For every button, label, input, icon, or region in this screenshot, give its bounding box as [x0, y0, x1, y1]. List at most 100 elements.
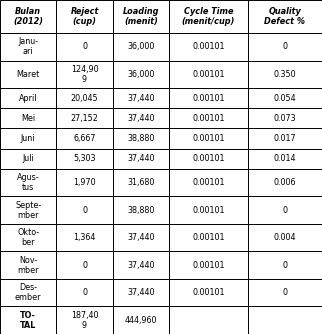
- Text: TO-
TAL: TO- TAL: [20, 311, 36, 330]
- Text: April: April: [19, 94, 37, 103]
- Text: 1,364: 1,364: [73, 233, 96, 242]
- Text: Loading
(menit): Loading (menit): [123, 7, 159, 26]
- Bar: [0, 60, 56, 88]
- Bar: [113, 0, 169, 33]
- Text: 0: 0: [282, 261, 288, 270]
- Bar: [248, 196, 322, 224]
- Bar: [169, 252, 248, 279]
- Text: 0.00101: 0.00101: [192, 134, 225, 143]
- Bar: [56, 196, 113, 224]
- Bar: [56, 252, 113, 279]
- Bar: [0, 169, 56, 196]
- Text: Juni: Juni: [21, 134, 35, 143]
- Text: 444,960: 444,960: [125, 316, 157, 325]
- Bar: [56, 0, 113, 33]
- Bar: [56, 129, 113, 149]
- Text: 0.00101: 0.00101: [192, 70, 225, 79]
- Bar: [0, 279, 56, 307]
- Bar: [56, 149, 113, 169]
- Bar: [248, 129, 322, 149]
- Bar: [56, 60, 113, 88]
- Bar: [56, 307, 113, 334]
- Text: 0.014: 0.014: [274, 154, 296, 163]
- Bar: [56, 108, 113, 129]
- Text: 20,045: 20,045: [71, 94, 98, 103]
- Text: 0: 0: [282, 206, 288, 215]
- Text: 0.00101: 0.00101: [192, 178, 225, 187]
- Text: Septe-
mber: Septe- mber: [15, 201, 41, 220]
- Bar: [0, 108, 56, 129]
- Bar: [0, 33, 56, 60]
- Bar: [0, 0, 56, 33]
- Bar: [0, 88, 56, 108]
- Text: 124,90
9: 124,90 9: [71, 65, 98, 84]
- Text: 0.00101: 0.00101: [192, 233, 225, 242]
- Bar: [113, 149, 169, 169]
- Text: 37,440: 37,440: [127, 261, 155, 270]
- Text: 0: 0: [282, 42, 288, 51]
- Bar: [248, 88, 322, 108]
- Bar: [0, 252, 56, 279]
- Text: 36,000: 36,000: [127, 42, 155, 51]
- Bar: [248, 108, 322, 129]
- Text: Quality
Defect %: Quality Defect %: [264, 7, 306, 26]
- Bar: [248, 169, 322, 196]
- Text: 37,440: 37,440: [127, 94, 155, 103]
- Text: 37,440: 37,440: [127, 154, 155, 163]
- Text: 37,440: 37,440: [127, 233, 155, 242]
- Bar: [113, 196, 169, 224]
- Text: Reject
(cup): Reject (cup): [70, 7, 99, 26]
- Bar: [169, 60, 248, 88]
- Bar: [169, 129, 248, 149]
- Bar: [0, 307, 56, 334]
- Bar: [248, 252, 322, 279]
- Text: 27,152: 27,152: [71, 114, 99, 123]
- Text: Agus-
tus: Agus- tus: [17, 173, 40, 192]
- Text: 0.054: 0.054: [274, 94, 296, 103]
- Text: 0.00101: 0.00101: [192, 114, 225, 123]
- Text: 187,40
9: 187,40 9: [71, 311, 98, 330]
- Text: Okto-
ber: Okto- ber: [17, 228, 39, 247]
- Text: 38,880: 38,880: [127, 134, 155, 143]
- Bar: [169, 224, 248, 252]
- Text: Cycle Time
(menit/cup): Cycle Time (menit/cup): [182, 7, 235, 26]
- Bar: [169, 307, 248, 334]
- Text: 0: 0: [82, 261, 87, 270]
- Text: 1,970: 1,970: [73, 178, 96, 187]
- Bar: [248, 279, 322, 307]
- Text: 0.00101: 0.00101: [192, 94, 225, 103]
- Bar: [169, 279, 248, 307]
- Bar: [248, 0, 322, 33]
- Text: 0.00101: 0.00101: [192, 206, 225, 215]
- Text: 0.073: 0.073: [274, 114, 296, 123]
- Bar: [56, 169, 113, 196]
- Bar: [248, 33, 322, 60]
- Text: 5,303: 5,303: [73, 154, 96, 163]
- Bar: [113, 129, 169, 149]
- Bar: [113, 169, 169, 196]
- Text: 0.00101: 0.00101: [192, 288, 225, 297]
- Bar: [113, 60, 169, 88]
- Text: Janu-
ari: Janu- ari: [18, 37, 38, 56]
- Text: Nov-
mber: Nov- mber: [17, 256, 39, 275]
- Bar: [113, 224, 169, 252]
- Bar: [56, 224, 113, 252]
- Text: 37,440: 37,440: [127, 288, 155, 297]
- Bar: [0, 129, 56, 149]
- Text: 0: 0: [82, 206, 87, 215]
- Text: 0.00101: 0.00101: [192, 154, 225, 163]
- Text: Des-
ember: Des- ember: [15, 283, 42, 302]
- Text: 0.004: 0.004: [274, 233, 296, 242]
- Bar: [0, 224, 56, 252]
- Text: 31,680: 31,680: [127, 178, 155, 187]
- Text: 0.00101: 0.00101: [192, 261, 225, 270]
- Text: 36,000: 36,000: [127, 70, 155, 79]
- Bar: [113, 279, 169, 307]
- Text: Juli: Juli: [22, 154, 34, 163]
- Text: 0.017: 0.017: [274, 134, 296, 143]
- Bar: [248, 307, 322, 334]
- Bar: [169, 108, 248, 129]
- Text: Mei: Mei: [21, 114, 35, 123]
- Bar: [169, 33, 248, 60]
- Bar: [248, 149, 322, 169]
